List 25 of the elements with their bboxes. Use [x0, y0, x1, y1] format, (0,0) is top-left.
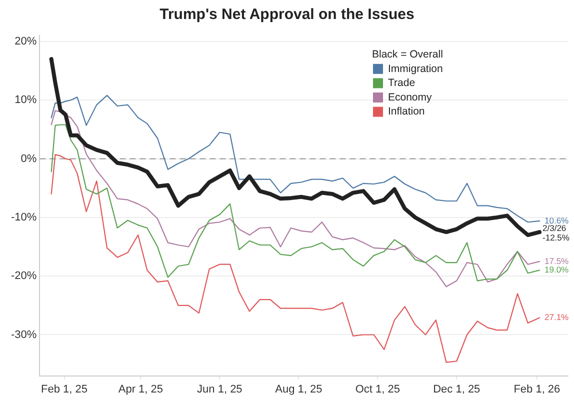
y-tick-label: -10% [10, 211, 37, 224]
annotation: 19.0% [544, 264, 570, 275]
x-tick-label: Aug 1, 25 [275, 383, 322, 396]
legend-label: Economy [388, 91, 433, 104]
x-tick-label: Feb 1, 25 [41, 383, 88, 396]
data-label: -12.5% [542, 232, 570, 243]
legend-label: Trade [388, 77, 416, 90]
y-tick-label: 0% [20, 152, 37, 165]
x-tick-label: Jun 1, 25 [197, 383, 242, 396]
y-tick-label: 10% [14, 94, 37, 106]
legend-label: Immigration [388, 62, 444, 75]
x-tick-label: Apr 1, 25 [118, 383, 163, 396]
legend-title: Black = Overall [372, 48, 443, 60]
annotation: 10.6% [544, 215, 570, 226]
annotation: 27.1% [544, 312, 570, 322]
x-tick-label: Dec 1, 25 [433, 383, 480, 396]
annotation: 2/3/26 [542, 223, 566, 234]
y-tick-label: -30% [10, 328, 37, 341]
chart-title: Trump's Net Approval on the Issues [158, 5, 416, 25]
x-tick-label: Feb 1, 26 [514, 383, 560, 396]
y-tick-label: -20% [10, 270, 37, 282]
y-tick-label: 20% [14, 35, 37, 48]
legend-label: Inflation [388, 106, 425, 118]
x-tick-label: Oct 1, 25 [355, 383, 400, 396]
annotation: 17.5% [544, 256, 570, 266]
